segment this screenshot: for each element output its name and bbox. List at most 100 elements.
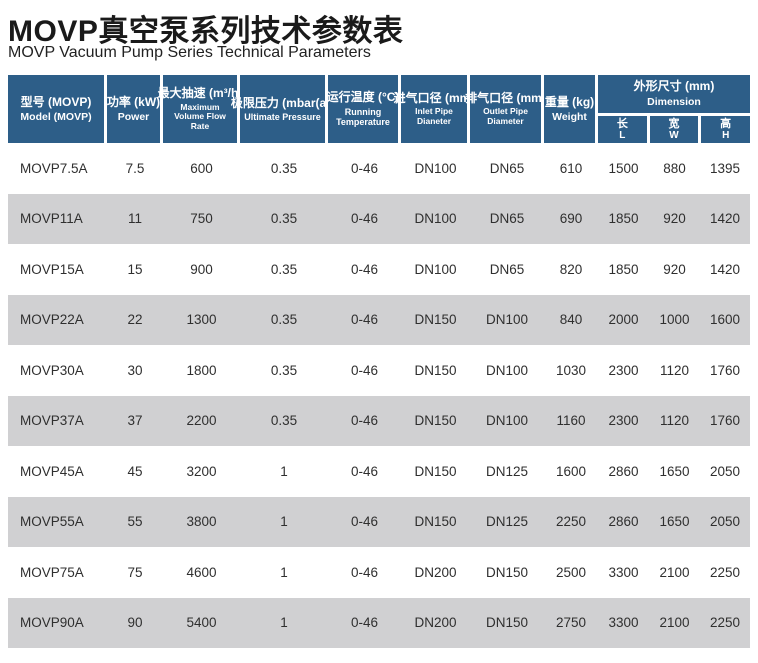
col-header-height-zh: 高 xyxy=(720,117,732,130)
cell-height: 2250 xyxy=(709,564,741,580)
cell-width: 1120 xyxy=(659,362,690,378)
cell-max-flow: 3200 xyxy=(186,463,217,479)
cell-width: 920 xyxy=(663,211,686,227)
cell-width: 880 xyxy=(663,160,686,176)
col-header-weight-zh: 重量 (kg) xyxy=(544,94,595,109)
col-header-max-flow-zh: 最大抽速 (m³/h) xyxy=(157,86,243,101)
col-header-width: 宽 W xyxy=(649,116,699,143)
table-body: MOVP7.5A 7.5 600 0.35 0-46 DN100 DN65 61… xyxy=(8,143,750,648)
cell-length: 1850 xyxy=(608,261,639,277)
col-header-outlet-zh: 排气口径 (mm) xyxy=(465,91,546,106)
cell-max-flow: 2200 xyxy=(186,413,217,429)
col-header-dimension-top: 外形尺寸 (mm) Dimension xyxy=(598,75,750,113)
col-header-max-flow: 最大抽速 (m³/h) Maximum Volume Flow Rate xyxy=(158,75,242,143)
col-header-model-zh: 型号 (MOVP) xyxy=(20,94,92,109)
col-header-weight-en: Weight xyxy=(552,110,587,123)
cell-outlet-diameter: DN100 xyxy=(485,413,529,429)
cell-power: 55 xyxy=(127,514,143,530)
cell-model: MOVP37A xyxy=(20,413,84,429)
table-row: MOVP22A 22 1300 0.35 0-46 DN150 DN100 84… xyxy=(8,294,750,345)
col-header-running-temp-en: Running Temperature xyxy=(336,106,390,128)
cell-inlet-diameter: DN150 xyxy=(414,312,457,328)
cell-ultimate-pressure: 0.35 xyxy=(270,362,298,378)
cell-weight: 2500 xyxy=(555,564,587,580)
col-header-inlet-zh: 进气口径 (mm) xyxy=(393,91,475,106)
cell-weight: 1160 xyxy=(556,413,586,429)
cell-weight: 1600 xyxy=(555,463,587,479)
cell-max-flow: 600 xyxy=(190,160,213,176)
cell-power: 30 xyxy=(127,362,143,378)
col-header-dimension-zh: 外形尺寸 (mm) xyxy=(633,78,715,93)
table-row: MOVP11A 11 750 0.35 0-46 DN100 DN65 690 … xyxy=(8,193,750,244)
col-header-length: 长 L xyxy=(598,116,647,143)
col-header-ultimate-pressure-zh: 极限压力 (mbar(a)) xyxy=(230,95,335,110)
cell-running-temp: 0-46 xyxy=(350,615,379,631)
cell-outlet-diameter: DN65 xyxy=(489,211,525,227)
col-header-width-zh: 宽 xyxy=(668,117,680,130)
col-header-running-temp-zh: 运行温度 (°C) xyxy=(326,90,400,105)
cell-width: 1000 xyxy=(659,312,690,328)
parameters-table: 型号 (MOVP) Model (MOVP) 功率 (kW) Power 最大抽… xyxy=(8,75,751,648)
cell-length: 3300 xyxy=(608,615,639,631)
table-row: MOVP90A 90 5400 1 0-46 DN200 DN150 2750 … xyxy=(8,597,750,648)
cell-inlet-diameter: DN200 xyxy=(414,564,457,580)
cell-height: 2050 xyxy=(709,463,741,479)
cell-length: 1850 xyxy=(608,211,639,227)
cell-model: MOVP11A xyxy=(20,211,83,227)
cell-outlet-diameter: DN100 xyxy=(485,362,529,378)
col-header-running-temp: 运行温度 (°C) Running Temperature xyxy=(326,75,400,143)
table-row: MOVP37A 37 2200 0.35 0-46 DN150 DN100 11… xyxy=(8,395,750,446)
cell-ultimate-pressure: 0.35 xyxy=(270,211,298,227)
cell-width: 2100 xyxy=(659,615,690,631)
col-header-height: 高 H xyxy=(701,116,751,143)
cell-weight: 820 xyxy=(559,261,583,277)
cell-outlet-diameter: DN150 xyxy=(485,615,529,631)
cell-max-flow: 750 xyxy=(190,211,213,227)
cell-height: 1420 xyxy=(709,211,741,227)
cell-outlet-diameter: DN65 xyxy=(489,160,525,176)
table-row: MOVP55A 55 3800 1 0-46 DN150 DN125 2250 … xyxy=(8,496,750,547)
col-header-dimension: 外形尺寸 (mm) Dimension 长 L 宽 W 高 H xyxy=(598,75,751,143)
cell-length: 2000 xyxy=(608,312,639,328)
cell-length: 1500 xyxy=(608,160,639,176)
cell-running-temp: 0-46 xyxy=(350,160,379,176)
cell-power: 7.5 xyxy=(125,160,145,176)
cell-max-flow: 1800 xyxy=(186,362,217,378)
cell-running-temp: 0-46 xyxy=(350,211,379,227)
col-header-height-en: H xyxy=(722,130,730,142)
cell-height: 2250 xyxy=(709,615,741,631)
cell-max-flow: 4600 xyxy=(186,564,217,580)
cell-weight: 840 xyxy=(559,312,583,328)
cell-max-flow: 1300 xyxy=(186,312,217,328)
cell-height: 1760 xyxy=(709,362,741,378)
cell-max-flow: 5400 xyxy=(186,615,217,631)
cell-outlet-diameter: DN125 xyxy=(485,463,529,479)
cell-weight: 690 xyxy=(559,211,583,227)
page-title: MOVP真空泵系列技术参数表 xyxy=(8,15,404,48)
cell-height: 1395 xyxy=(709,160,741,176)
cell-ultimate-pressure: 1 xyxy=(280,564,288,580)
cell-model: MOVP55A xyxy=(20,514,84,530)
cell-model: MOVP15A xyxy=(20,261,84,277)
cell-running-temp: 0-46 xyxy=(350,514,379,530)
col-header-dimension-en: Dimension xyxy=(647,95,701,108)
col-header-model-en: Model (MOVP) xyxy=(20,110,92,123)
page-subtitle: MOVP Vacuum Pump Series Technical Parame… xyxy=(8,44,371,61)
cell-width: 1650 xyxy=(659,463,690,479)
cell-outlet-diameter: DN125 xyxy=(485,514,529,530)
col-header-power: 功率 (kW) Power xyxy=(107,75,160,143)
cell-inlet-diameter: DN150 xyxy=(414,463,457,479)
col-header-power-en: Power xyxy=(117,110,150,123)
col-header-power-zh: 功率 (kW) xyxy=(106,94,161,109)
cell-weight: 610 xyxy=(559,160,583,176)
cell-power: 11 xyxy=(127,211,142,227)
cell-running-temp: 0-46 xyxy=(350,564,379,580)
cell-max-flow: 3800 xyxy=(186,514,217,530)
cell-running-temp: 0-46 xyxy=(350,312,379,328)
cell-ultimate-pressure: 0.35 xyxy=(270,261,298,277)
cell-model: MOVP90A xyxy=(20,615,84,631)
cell-ultimate-pressure: 0.35 xyxy=(270,413,298,429)
cell-power: 90 xyxy=(127,615,143,631)
cell-height: 1420 xyxy=(709,261,741,277)
col-header-model: 型号 (MOVP) Model (MOVP) xyxy=(8,75,104,143)
